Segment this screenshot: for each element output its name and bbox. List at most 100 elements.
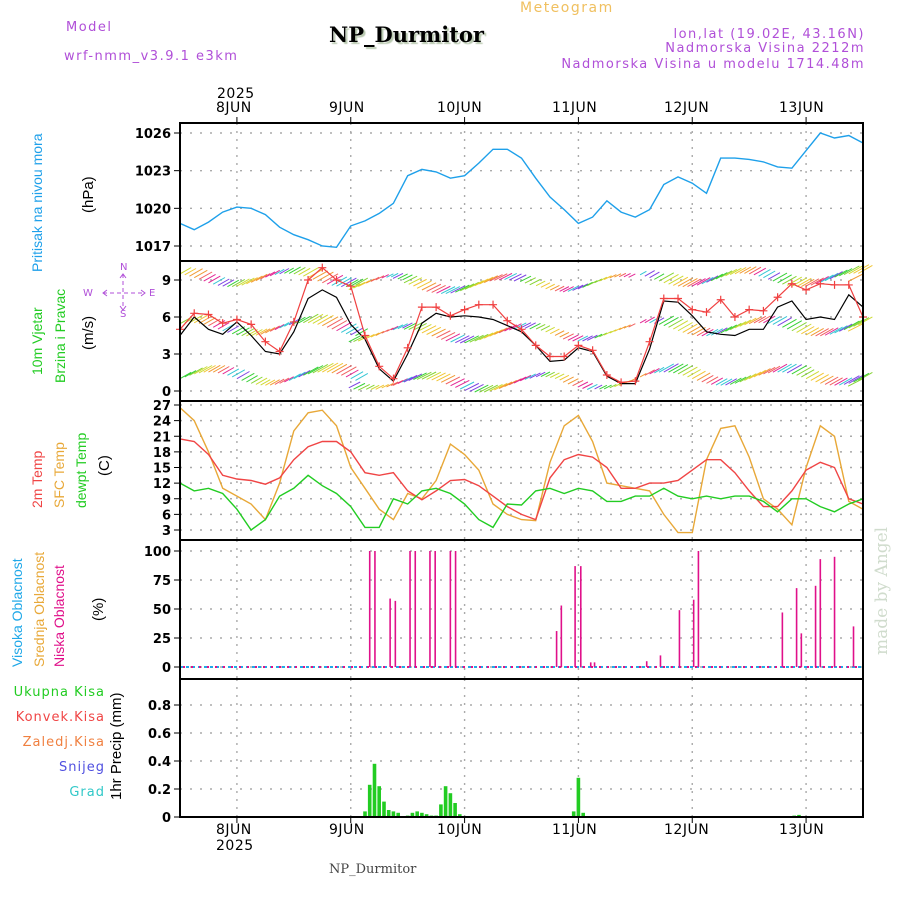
wind-arrow (567, 334, 579, 341)
wind-arrow (350, 278, 364, 287)
wind-arrow (436, 285, 451, 294)
wind-arrow (677, 277, 693, 287)
wind-arrow (618, 272, 627, 278)
wind-arrow (184, 370, 197, 378)
wind-arrow (577, 381, 589, 388)
y-tick-label: 3 (162, 524, 171, 539)
wind-arrow (464, 281, 480, 290)
top-day-label: 13JUN (779, 100, 825, 116)
elevation-label: Nadmorska Visina 2212m (665, 41, 865, 56)
wind-arrow (753, 315, 767, 324)
wind-arrow (445, 286, 461, 295)
wind-arrow (586, 334, 598, 341)
wind-arrow (227, 279, 240, 288)
wind-arrow (474, 278, 489, 287)
wind-arrow (777, 274, 792, 284)
y-tick-label: 1020 (135, 202, 171, 217)
compass-w: W (83, 288, 93, 299)
wind-arrow (489, 274, 503, 282)
wind-arrow (459, 335, 475, 344)
wind-arrow (508, 323, 522, 331)
wind-arrow (614, 327, 622, 332)
wind-arrow (208, 364, 221, 373)
model-name: wrf-nmm_v3.9.1 e3km (64, 49, 239, 64)
gust-marker (332, 276, 341, 284)
compass-rose-icon: N W E S (83, 262, 163, 322)
wind-arrow (469, 334, 484, 343)
wind-arrow (748, 371, 762, 380)
wind-arrow (687, 325, 701, 335)
wind-arrow (250, 275, 263, 283)
compass-s: S (120, 309, 127, 320)
wind-arrow (687, 278, 701, 288)
wind-arrow (402, 274, 413, 281)
wind-arrow (483, 330, 499, 339)
wind-arrow (772, 272, 788, 282)
wind-arrow (445, 333, 461, 342)
gust-marker (304, 276, 313, 284)
wind-arrow (416, 323, 432, 333)
wind-arrow (307, 313, 324, 324)
gust-marker (545, 352, 554, 361)
wind-arrow (392, 324, 404, 331)
wind-arrow (853, 317, 870, 327)
gust-marker (375, 362, 384, 371)
wind-arrow (392, 379, 404, 386)
wind-arrow (269, 379, 280, 386)
wind-arrow (241, 372, 255, 381)
wind-arrow (729, 322, 742, 331)
wind-arrow (843, 375, 860, 385)
wind-arrow (279, 322, 290, 329)
wind-arrow (535, 280, 546, 287)
wind-arrow (236, 278, 250, 287)
wind-arrow (203, 365, 216, 373)
wind-arrow (303, 366, 319, 376)
wind-arrow (483, 275, 499, 284)
wind-arrow (748, 266, 762, 275)
wind-arrow (594, 333, 603, 339)
wind-arrow (586, 383, 598, 390)
precip-bar (581, 812, 585, 817)
wind-arrow (796, 366, 812, 376)
compass-n: N (120, 262, 128, 273)
wind-arrow (357, 280, 370, 287)
wind-arrow (403, 322, 418, 330)
wind-arrow (413, 278, 427, 287)
wind-arrow (829, 326, 843, 335)
bottom-day-label: 12JUN (664, 822, 710, 838)
wind-arrow (198, 365, 213, 374)
wind-arrow (479, 332, 494, 341)
wind-arrow (658, 315, 675, 325)
wind-arrow (426, 371, 442, 380)
wind-arrow (355, 328, 369, 337)
wind-arrow (545, 283, 555, 290)
y-tick-label: 6 (162, 508, 171, 523)
wind-arrow (498, 272, 513, 281)
wind-arrow (562, 376, 574, 383)
wind-arrow (582, 382, 593, 389)
wind-arrow (312, 314, 329, 324)
wind-arrow (355, 372, 369, 381)
wind-arrow (336, 277, 352, 287)
legend-hail: Grad (69, 785, 105, 800)
wind-arrow (554, 285, 565, 292)
wind-arrow (222, 279, 235, 287)
wind-arrow (701, 328, 714, 337)
bottom-day-label: 9JUN (329, 822, 365, 838)
wind-arrow (459, 381, 475, 390)
gust-marker (702, 308, 711, 317)
precip-bar (576, 777, 581, 817)
gust-marker (745, 305, 754, 314)
wind-arrow (767, 365, 781, 374)
wind-arrow (431, 372, 446, 381)
y-tick-label: 1017 (135, 240, 171, 255)
y-tick-label: 9 (162, 274, 171, 289)
panel-cloud: 0 25 50 75 100 (144, 540, 863, 679)
wind-arrow (582, 281, 593, 288)
wind-arrow (577, 335, 589, 342)
wind-arrow (288, 266, 301, 274)
pressure-line (179, 132, 864, 249)
y-tick-label: 0 (162, 661, 171, 676)
gust-marker (816, 279, 825, 288)
